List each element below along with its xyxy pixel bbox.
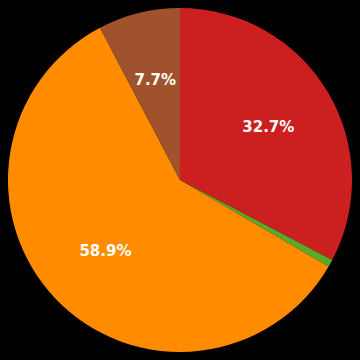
pie-chart: 32.7% 58.9% 7.7% (0, 0, 360, 360)
chart-container: 32.7% 58.9% 7.7% (0, 0, 360, 360)
data-label: 7.7% (134, 71, 176, 89)
pie-slice (8, 28, 329, 352)
data-label: 32.7% (242, 118, 294, 136)
data-label: 58.9% (79, 242, 131, 260)
slices (8, 8, 352, 352)
data-labels: 32.7% 58.9% 7.7% (79, 71, 294, 261)
pie-slice (100, 8, 180, 180)
